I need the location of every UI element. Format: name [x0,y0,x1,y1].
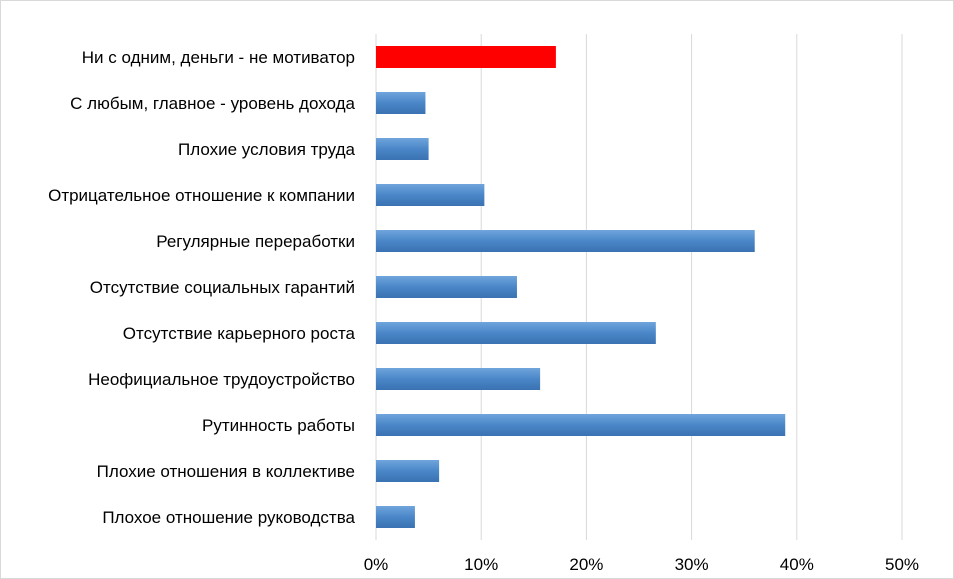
category-label: Плохое отношение руководства [102,508,355,527]
bar [376,368,541,390]
category-label: С любым, главное - уровень дохода [70,94,355,113]
bar [376,460,440,482]
bar [376,92,426,114]
gridlines [375,34,903,540]
category-label: Отсутствие карьерного роста [123,324,356,343]
x-tick-label: 10% [464,555,498,574]
category-label: Ни с одним, деньги - не мотиватор [82,48,355,67]
category-label: Регулярные переработки [156,232,355,251]
category-label: Плохие отношения в коллективе [97,462,355,481]
bar [376,322,656,344]
category-label: Плохие условия труда [178,140,356,159]
x-tick-labels: 0% 10% 20% 30% 40% 50% [364,555,919,574]
category-label: Отрицательное отношение к компании [48,186,355,205]
bar [376,414,786,436]
x-tick-label: 40% [780,555,814,574]
category-labels: Ни с одним, деньги - не мотиватор С любым… [48,48,355,527]
x-tick-label: 30% [675,555,709,574]
x-tick-label: 20% [569,555,603,574]
bar [376,138,429,160]
bar [376,230,755,252]
x-tick-label: 50% [885,555,919,574]
x-tick-label: 0% [364,555,389,574]
category-label: Отсутствие социальных гарантий [90,278,355,297]
category-label: Рутинность работы [202,416,355,435]
bar [376,276,517,298]
category-label: Неофициальное трудоустройство [88,370,355,389]
bar [376,184,485,206]
bars [376,46,786,528]
bar [376,46,556,68]
bar [376,506,415,528]
